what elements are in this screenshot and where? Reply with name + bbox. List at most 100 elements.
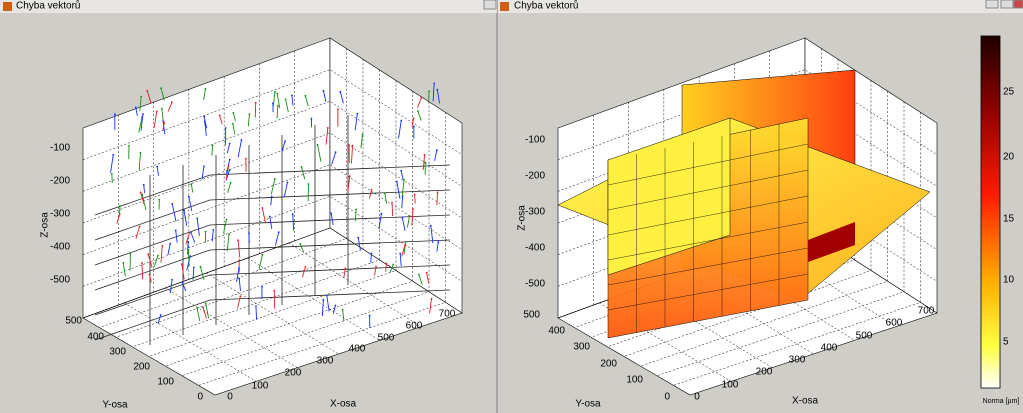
arrow-head [322,89,325,92]
vector-arrow [343,268,346,278]
arrow-head [428,90,430,93]
y-tick-label: 500 [523,310,540,321]
x-tick-label: 700 [918,306,935,317]
x-axis-label: X-osa [330,399,357,410]
arrow-head [140,95,143,98]
arrow-head [268,215,271,218]
arrow-head [413,193,416,196]
vector-arrow [384,193,388,204]
arrow-head [299,243,302,245]
arrow-head [392,263,395,266]
x-tick-label: 400 [349,344,366,355]
y-tick-label: 0 [197,392,203,403]
arrow-head [383,192,386,195]
arrow-head [171,101,173,104]
arrow-head [401,216,404,219]
colorbar [980,35,1001,389]
arrow-head [181,281,184,284]
vector-arrow [270,178,276,195]
arrow-head [261,206,264,209]
y-tick-label: 200 [133,362,150,373]
arrow-head [187,240,189,243]
vector-arrow [202,307,207,319]
arrow-head [122,262,125,264]
arrow-head [355,208,358,211]
arrow-head [344,267,347,270]
minimize-button[interactable] [985,0,999,9]
y-tick-label: 200 [600,359,617,370]
vector-arrow [396,181,401,199]
arrow-head [244,157,247,160]
vector-arrow [398,120,402,139]
vector-arrow [171,203,177,222]
arrow-head [248,113,251,116]
arrow-head [187,195,190,198]
arrow-head [128,144,130,147]
arrow-head [203,120,206,123]
arrow-head [192,266,195,269]
vector-arrow [270,196,273,206]
x-tick-label: 300 [317,356,334,367]
arrow-head [408,215,411,217]
vector-arrow [138,116,143,133]
arrow-head [183,209,185,211]
x-tick-label: 500 [378,333,395,344]
vector-arrow [432,83,435,102]
vector-arrow [226,234,230,252]
vector-arrow [411,118,415,128]
arrow-head [334,304,337,307]
x-axis-label: X-osa [792,396,819,407]
vector-arrow [400,170,404,180]
arrow-head [189,255,191,258]
vector-arrow [354,113,358,131]
arrow-head [420,97,423,99]
y-tick-label: 100 [157,377,174,388]
colorbar-tick-label: 20 [1003,152,1015,163]
window-icon [3,2,12,11]
arrow-head [307,183,310,185]
vector-arrow [140,192,145,205]
z-tick-label: -300 [50,209,70,220]
z-tick-label: -200 [525,171,545,182]
arrow-head [227,164,230,167]
arrow-head [113,113,116,116]
arrow-head [174,229,177,232]
grid-line [656,101,905,376]
arrow-head [190,183,193,186]
vector-arrow [169,279,173,294]
arrow-head [228,158,231,161]
wire [94,164,451,216]
grid-line [115,59,364,338]
arrow-head [361,133,364,136]
maximize-button[interactable] [1000,0,1014,9]
vector-arrow [196,218,200,236]
vector-arrow [436,89,440,104]
z-axis-label: Z-osa [517,205,528,231]
slice-grid [607,247,809,286]
arrow-head [375,265,377,268]
vector-arrow [299,243,304,253]
slice-grid [607,221,809,261]
arrow-head [276,92,279,95]
vector-arrow [436,192,439,205]
arrow-head [284,140,286,143]
arrow-head [304,266,307,268]
close-button[interactable] [1013,0,1023,9]
arrow-head [412,117,415,120]
arrow-head [400,169,402,172]
slice-grid [607,273,809,311]
arrow-head [424,161,427,164]
x-tick-label: 700 [439,309,456,320]
x-tick-label: 600 [886,318,903,329]
vector-arrow [162,121,166,135]
vector-arrow [183,210,188,226]
z-tick-label: -200 [50,176,70,187]
arrow-head [229,181,232,184]
colorbar-tick-label: 15 [1003,214,1015,225]
arrow-head [138,225,141,228]
vector-arrow [236,268,240,282]
arrow-head [159,314,162,316]
window-button[interactable] [483,0,497,10]
colorbar-label: Norma [µm] [983,398,1020,405]
y-tick-label: 500 [65,316,82,327]
